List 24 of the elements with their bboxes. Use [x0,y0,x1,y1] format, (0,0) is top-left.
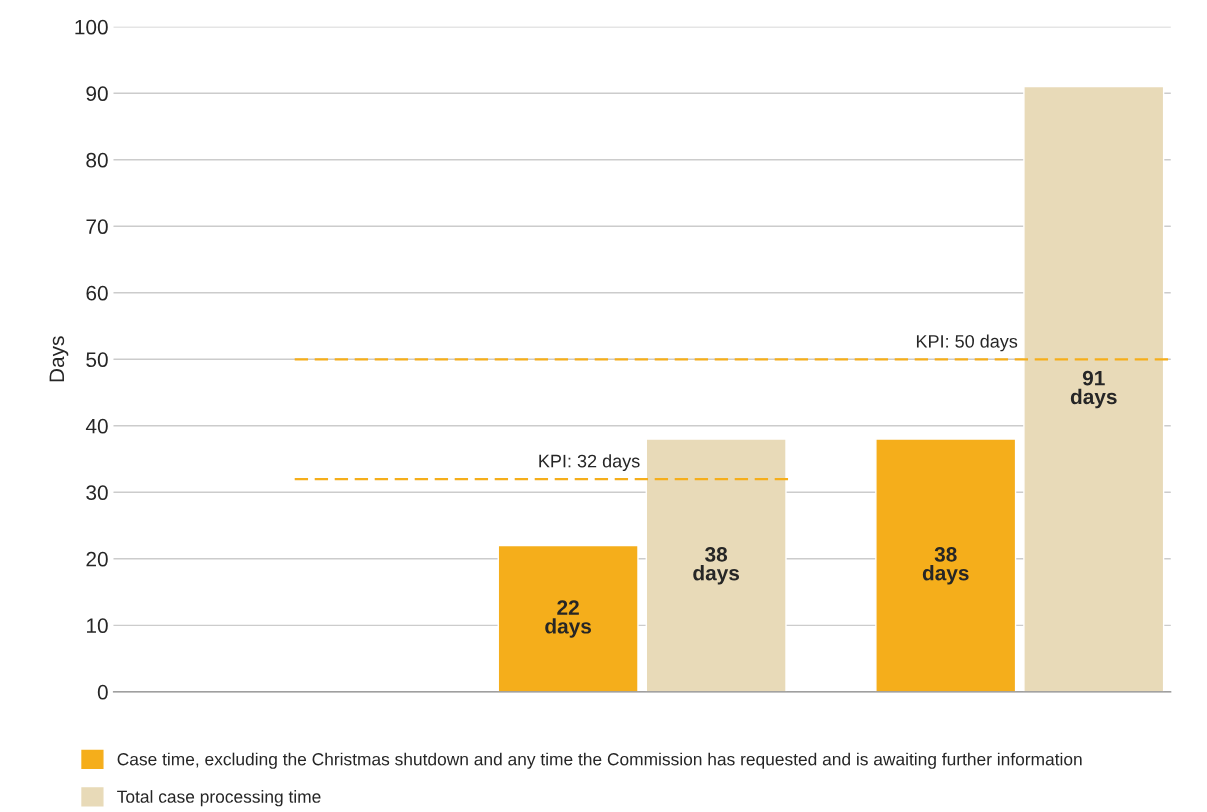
legend-label: Total case processing time [117,790,321,807]
data-label: 38 days [922,546,969,585]
data-label: 22 days [545,600,591,638]
bar [1023,85,1165,692]
bar [875,438,1017,692]
bar [497,544,639,692]
ref-line-label: KPI: 32 days [539,454,640,472]
y-tick-label: 20 [86,551,108,567]
y-tick-label: 0 [97,684,108,700]
y-tick-label: 10 [87,618,108,634]
legend-label: Case time, excluding the Christmas shutdown and any time the Commission has requested and is awaiting further information [117,752,1082,769]
y-tick-label: 60 [86,285,108,301]
data-label: 38 days [693,546,740,585]
y-axis-title: Days [49,336,69,382]
bar [645,438,787,692]
y-tick-label: 80 [86,152,108,168]
y-tick-label: 90 [86,86,108,102]
data-label: 91 days [1070,370,1117,409]
y-tick-label: 30 [86,485,108,501]
ref-line-label: KPI: 50 days [916,334,1018,352]
y-tick-label: 50 [86,352,108,368]
y-tick-label: 70 [86,219,108,235]
y-tick-label: 100 [75,19,108,35]
y-tick-label: 40 [85,418,108,434]
